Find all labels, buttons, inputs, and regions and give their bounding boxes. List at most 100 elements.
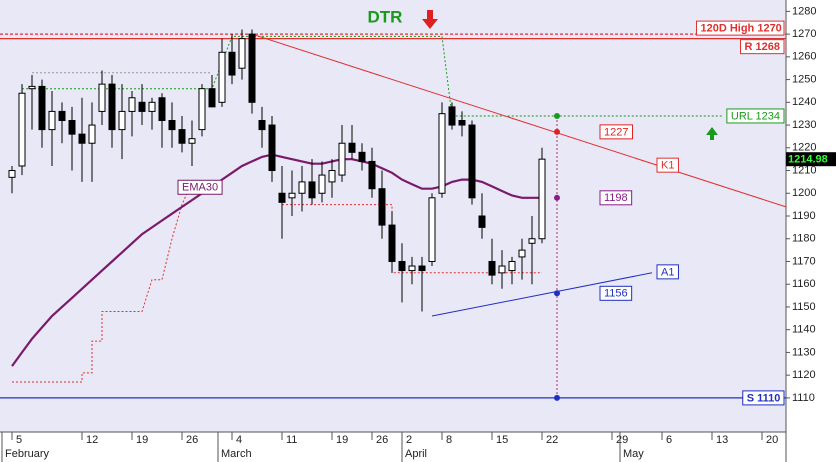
candle-body: [348, 142, 356, 153]
x-tick-label: 22: [546, 434, 558, 446]
y-tick-label: 1240: [792, 96, 816, 108]
x-tick-label: 19: [136, 434, 148, 446]
candle-body: [508, 260, 516, 272]
candle-body: [108, 83, 116, 131]
trend-label-box: [656, 264, 679, 280]
candle-body: [468, 124, 476, 199]
y-tick-label: 1150: [792, 301, 816, 313]
candle-body: [68, 120, 76, 135]
y-tick-label: 1250: [792, 73, 816, 85]
trend-label: K1: [661, 160, 674, 172]
annotation: DTR: [368, 7, 403, 26]
candle-body: [88, 124, 96, 144]
plot-background: [0, 0, 786, 432]
marker-value: 1198: [604, 192, 628, 204]
level-label-box: [742, 390, 785, 406]
x-tick-label: 20: [766, 434, 778, 446]
down-arrow: [422, 10, 438, 29]
marker-label: URL 1234: [731, 110, 780, 122]
candle-body: [188, 138, 196, 144]
y-tick-label: 1200: [792, 187, 816, 199]
marker-dot: [554, 290, 560, 297]
marker-dot: [554, 128, 560, 135]
ema-line: [11, 153, 542, 367]
stop-line: [12, 181, 193, 383]
candle-body: [198, 88, 206, 131]
x-tick-label: 13: [716, 434, 728, 446]
candle-body: [308, 181, 316, 199]
month-label: February: [5, 448, 50, 460]
x-tick-label: 19: [336, 434, 348, 446]
x-tick-label: 11: [286, 434, 297, 446]
candle-body: [538, 158, 546, 240]
candle-body: [518, 249, 526, 258]
candle-body: [28, 85, 36, 90]
y-tick-label: 1180: [792, 233, 816, 245]
marker-value-box: [599, 190, 633, 206]
candle-body: [248, 33, 256, 103]
x-tick-label: 4: [236, 434, 242, 446]
stop-line: [22, 35, 722, 117]
candle-body: [448, 106, 456, 126]
candle-body: [128, 97, 136, 112]
candle-body: [408, 265, 416, 272]
up-arrow: [706, 127, 718, 140]
month-label: April: [405, 448, 427, 460]
candle-body: [428, 197, 436, 262]
level-label-box: [740, 39, 785, 55]
marker-dot: [554, 194, 560, 201]
level-label: 120D High 1270: [700, 23, 781, 35]
y-tick-label: 1160: [792, 278, 816, 290]
candle-body: [178, 129, 186, 144]
x-tick-label: 8: [446, 434, 452, 446]
marker-label-box: [726, 108, 785, 124]
candle-body: [148, 101, 156, 112]
candle-body: [298, 181, 306, 194]
trend-label-box: [656, 157, 679, 173]
candle-body: [98, 83, 106, 112]
month-label: May: [623, 448, 644, 460]
candle-body: [458, 120, 466, 126]
y-tick-label: 1260: [792, 51, 816, 63]
y-tick-label: 1190: [792, 210, 816, 222]
candle-body: [338, 142, 346, 176]
candle-body: [438, 113, 446, 194]
candle-body: [288, 192, 296, 199]
candle-body: [418, 265, 426, 272]
marker-dot: [554, 112, 560, 119]
y-tick-label: 1170: [792, 255, 816, 267]
ema-label-box: [177, 179, 223, 195]
last-price-label: 1214.98: [788, 154, 828, 166]
y-tick-label: 1270: [792, 28, 816, 40]
candle-body: [228, 51, 236, 76]
marker-value: 1156: [604, 288, 628, 300]
candle-body: [138, 101, 146, 112]
candle-body: [318, 174, 326, 194]
level-label: S 1110: [747, 392, 781, 404]
candle-body: [158, 97, 166, 122]
y-tick-label: 1110: [792, 392, 815, 404]
ema-label: EMA30: [182, 182, 218, 194]
candle-body: [488, 260, 496, 276]
level-label: R 1268: [745, 41, 780, 53]
candle-body: [78, 133, 86, 144]
candle-body: [478, 215, 486, 228]
candle-body: [528, 238, 536, 244]
marker-value-box: [599, 124, 633, 140]
candle-body: [328, 170, 336, 183]
y-tick-label: 1280: [792, 5, 816, 17]
trend-label: A1: [661, 266, 674, 278]
candle-body: [168, 120, 176, 131]
trend-line: [431, 272, 653, 317]
candle-body: [278, 192, 286, 203]
y-tick-label: 1140: [792, 324, 816, 336]
candle-body: [398, 260, 406, 272]
x-tick-label: 26: [376, 434, 388, 446]
candle-body: [268, 124, 276, 172]
candle-body: [118, 110, 126, 131]
y-tick-label: 1120: [792, 369, 816, 381]
level-label-box: [695, 20, 785, 36]
x-tick-label: 12: [86, 434, 98, 446]
candle-body: [388, 224, 396, 262]
candle-body: [58, 110, 66, 122]
